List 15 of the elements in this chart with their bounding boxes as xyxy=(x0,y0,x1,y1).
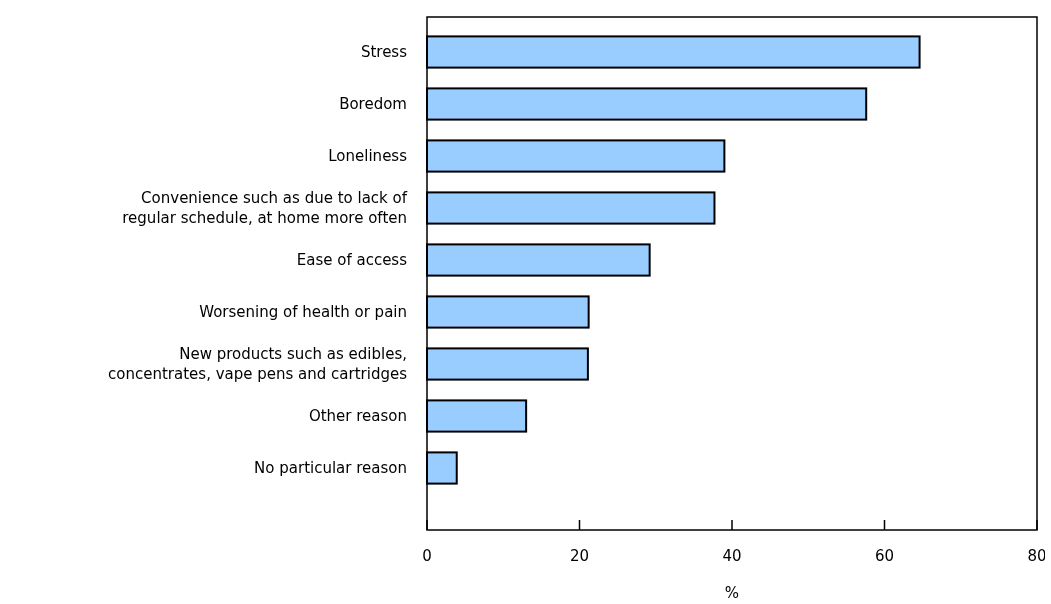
x-tick-label: 40 xyxy=(722,547,742,565)
y-tick-label: Boredom xyxy=(339,95,407,113)
x-tick-label: 80 xyxy=(1027,547,1047,565)
x-tick-label: 60 xyxy=(874,547,895,565)
y-tick-label: Ease of access xyxy=(296,251,408,269)
y-tick-label: Loneliness xyxy=(328,147,408,165)
x-axis-title: % xyxy=(724,584,740,602)
y-tick-label: No particular reason xyxy=(254,459,407,477)
y-tick-label: Stress xyxy=(360,43,408,61)
x-tick-label: 20 xyxy=(569,547,590,565)
y-tick-label: Convenience such as due to lack of regular schedule, at home more often xyxy=(122,189,408,227)
y-tick-label: Worsening of health or pain xyxy=(199,303,407,321)
x-tick-label: 0 xyxy=(422,547,432,565)
y-tick-label: Other reason xyxy=(308,407,407,425)
y-tick-label: New products such as edibles, concentrates, vape pens and cartridges xyxy=(108,345,408,383)
